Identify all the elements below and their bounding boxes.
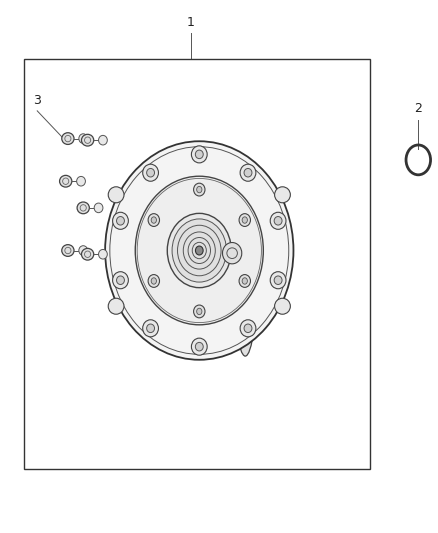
Ellipse shape [223, 243, 242, 264]
Ellipse shape [197, 308, 202, 314]
Ellipse shape [240, 320, 256, 337]
Ellipse shape [62, 133, 74, 144]
Ellipse shape [172, 219, 226, 282]
Ellipse shape [274, 216, 282, 225]
Ellipse shape [244, 324, 252, 333]
Ellipse shape [167, 213, 231, 288]
Ellipse shape [188, 238, 211, 263]
Ellipse shape [274, 276, 282, 285]
Ellipse shape [77, 202, 89, 214]
Ellipse shape [151, 217, 156, 223]
Ellipse shape [239, 274, 251, 287]
Ellipse shape [62, 245, 74, 256]
Ellipse shape [113, 212, 128, 229]
Polygon shape [199, 158, 245, 343]
Ellipse shape [147, 168, 155, 177]
Ellipse shape [192, 243, 206, 259]
Ellipse shape [148, 214, 159, 227]
Ellipse shape [108, 298, 124, 314]
Ellipse shape [195, 342, 203, 351]
Ellipse shape [60, 175, 72, 187]
Ellipse shape [177, 225, 221, 276]
Ellipse shape [99, 135, 107, 145]
Ellipse shape [143, 320, 159, 337]
Ellipse shape [117, 216, 124, 225]
Polygon shape [199, 244, 245, 272]
Ellipse shape [195, 246, 203, 255]
Ellipse shape [244, 168, 252, 177]
Text: 3: 3 [33, 94, 41, 107]
Ellipse shape [148, 274, 159, 287]
Ellipse shape [275, 187, 290, 203]
Text: 1: 1 [187, 17, 194, 29]
Ellipse shape [239, 214, 251, 227]
Ellipse shape [270, 212, 286, 229]
Ellipse shape [197, 187, 202, 193]
Ellipse shape [135, 176, 263, 325]
Ellipse shape [117, 276, 124, 285]
Ellipse shape [275, 298, 290, 314]
Ellipse shape [151, 278, 156, 284]
Ellipse shape [81, 248, 94, 260]
Ellipse shape [108, 187, 124, 203]
Ellipse shape [195, 150, 203, 159]
Ellipse shape [79, 134, 88, 143]
Ellipse shape [183, 232, 215, 269]
Ellipse shape [143, 164, 159, 181]
Ellipse shape [113, 272, 128, 289]
Ellipse shape [242, 217, 247, 223]
Ellipse shape [79, 246, 88, 255]
Ellipse shape [99, 249, 107, 259]
Bar [24, 59, 370, 469]
Ellipse shape [242, 278, 247, 284]
Text: 2: 2 [414, 102, 422, 115]
Ellipse shape [194, 305, 205, 318]
Ellipse shape [94, 203, 103, 213]
Ellipse shape [81, 134, 94, 146]
Ellipse shape [240, 164, 256, 181]
Ellipse shape [105, 141, 293, 360]
Ellipse shape [191, 338, 207, 355]
Ellipse shape [191, 146, 207, 163]
Ellipse shape [194, 183, 205, 196]
Ellipse shape [233, 177, 258, 356]
Ellipse shape [77, 176, 85, 186]
Ellipse shape [270, 272, 286, 289]
Ellipse shape [147, 324, 155, 333]
